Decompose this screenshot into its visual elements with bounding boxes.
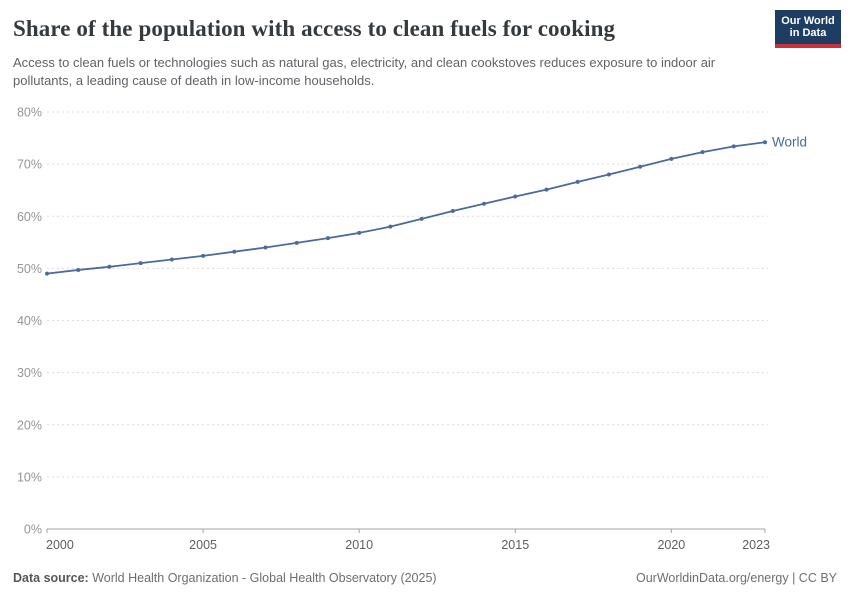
y-tick-label-30: 30%: [17, 366, 42, 380]
data-source-label: Data source:: [13, 571, 89, 585]
y-tick-label-10: 10%: [17, 470, 42, 484]
chart-subtitle: Access to clean fuels or technologies su…: [13, 55, 716, 88]
data-point-2010: [357, 230, 362, 235]
y-tick-label-70: 70%: [17, 158, 42, 172]
data-point-2016: [544, 187, 549, 192]
y-tick-label-60: 60%: [17, 210, 42, 224]
series-line-world: [46, 141, 766, 275]
owid-logo: Our World in Data: [775, 10, 841, 48]
data-point-2005: [201, 253, 206, 258]
data-point-2023: [763, 140, 767, 145]
x-tick-label-2000: 2000: [46, 538, 74, 552]
data-point-2004: [169, 257, 174, 262]
x-tick-label-2023: 2023: [742, 538, 770, 552]
chart-title: Share of the population with access to c…: [13, 16, 616, 41]
data-point-2009: [325, 236, 330, 241]
data-point-2022: [731, 144, 736, 149]
data-point-2000: [45, 271, 49, 276]
data-source-text: World Health Organization - Global Healt…: [88, 571, 437, 585]
data-point-2014: [482, 201, 487, 206]
data-point-2018: [606, 172, 611, 177]
x-tick-label-2005: 2005: [189, 538, 217, 552]
owid-logo-line1: Our World: [781, 14, 835, 27]
y-tick-label-0: 0%: [24, 523, 42, 537]
data-source: Data source: World Health Organization -…: [13, 571, 437, 585]
data-point-2001: [76, 267, 81, 272]
data-point-2019: [638, 164, 643, 169]
data-point-2015: [513, 194, 518, 199]
y-tick-label-20: 20%: [17, 418, 42, 432]
data-point-2002: [107, 264, 112, 269]
series-end-label: World: [772, 135, 807, 150]
data-point-2006: [232, 249, 237, 254]
x-tick-label-2015: 2015: [501, 538, 529, 552]
attribution: OurWorldinData.org/energy | CC BY: [635, 571, 837, 585]
data-point-2012: [419, 216, 424, 221]
x-tick-label-2020: 2020: [657, 538, 685, 552]
data-point-2011: [388, 224, 393, 229]
data-point-2020: [669, 156, 674, 161]
x-tick-label-2010: 2010: [345, 538, 373, 552]
owid-logo-line2: in Data: [789, 27, 827, 39]
y-tick-label-50: 50%: [17, 262, 42, 276]
data-point-2021: [700, 150, 705, 155]
data-point-2017: [575, 179, 580, 184]
y-tick-label-80: 80%: [17, 106, 42, 120]
data-point-2013: [450, 209, 455, 214]
y-tick-label-40: 40%: [17, 314, 42, 328]
chart-footer: Data source: World Health Organization -…: [13, 569, 837, 587]
data-point-2003: [138, 261, 143, 266]
data-point-2007: [263, 245, 268, 250]
data-point-2008: [294, 240, 299, 245]
